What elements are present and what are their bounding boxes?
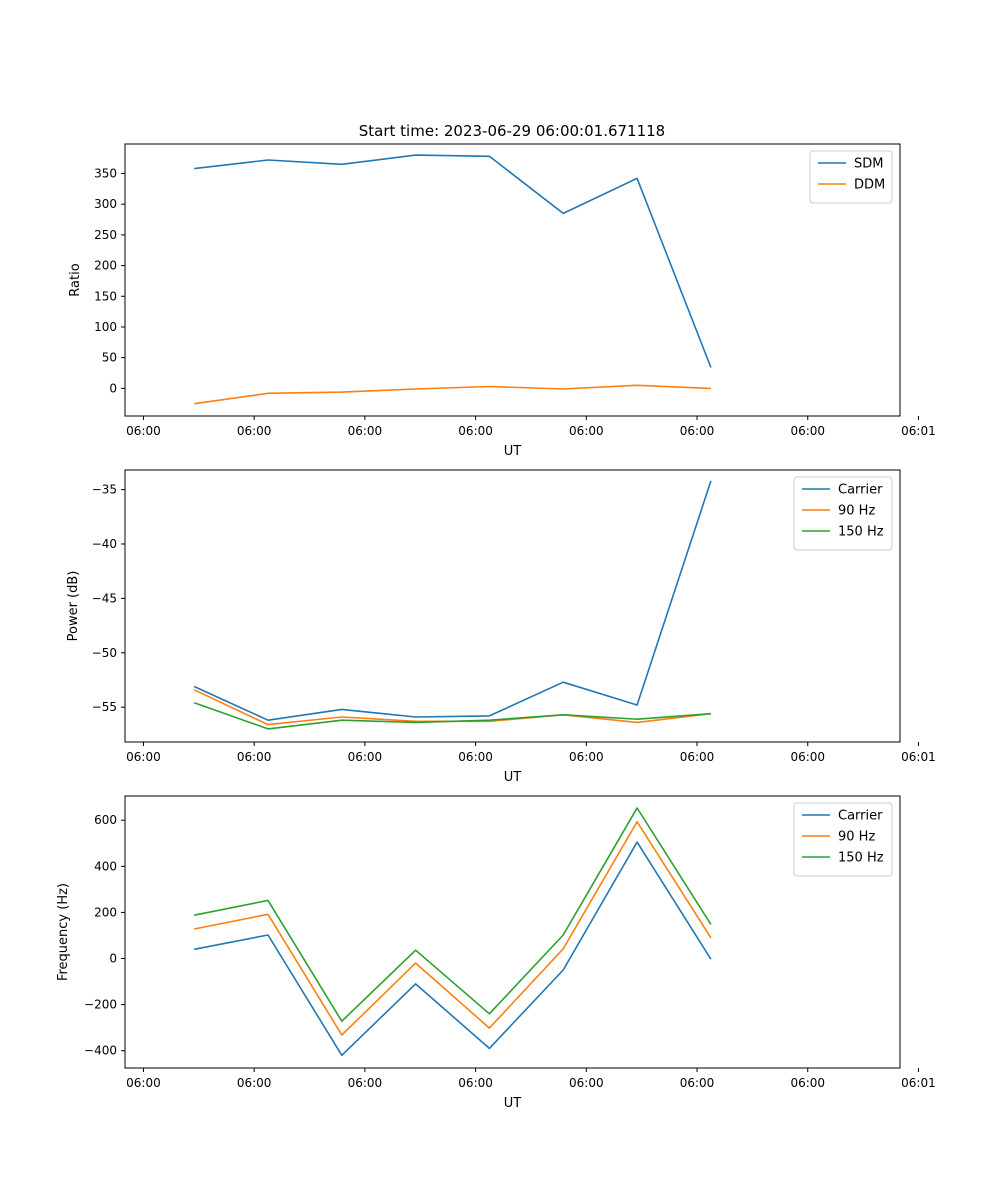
legend-box xyxy=(809,150,893,204)
y-tick-label: −50 xyxy=(92,646,117,660)
y-tick-label: −400 xyxy=(84,1044,117,1058)
legend-label: Carrier xyxy=(838,809,883,824)
x-tick-label: 06:00 xyxy=(126,1076,161,1090)
y-tick-label: 400 xyxy=(94,859,117,873)
x-tick-label: 06:00 xyxy=(790,1076,825,1090)
y-tick-label: 600 xyxy=(94,813,117,827)
series-line-150-hz xyxy=(193,702,711,730)
axes-frame xyxy=(124,469,901,743)
y-axis-label: Power (dB) xyxy=(66,571,81,642)
y-tick-label: 350 xyxy=(94,166,117,180)
x-tick-label: 06:00 xyxy=(680,750,715,764)
y-tick-label: −45 xyxy=(92,591,117,605)
x-tick-label: 06:00 xyxy=(126,750,161,764)
series-line-carrier xyxy=(193,480,712,722)
y-tick-label: 50 xyxy=(102,351,117,365)
x-tick-label: 06:00 xyxy=(680,424,715,438)
series-line-150-hz xyxy=(194,807,712,1023)
y-tick-label: −200 xyxy=(84,998,117,1012)
x-tick-label: 06:00 xyxy=(348,750,383,764)
x-tick-label: 06:01 xyxy=(901,424,936,438)
legend-label: 150 Hz xyxy=(838,525,884,540)
y-tick-label: −40 xyxy=(92,537,117,551)
x-tick-label: 06:00 xyxy=(569,750,604,764)
axes-frame xyxy=(124,795,901,1069)
series-line-90-hz xyxy=(194,820,712,1036)
x-tick-label: 06:00 xyxy=(237,1076,272,1090)
x-axis-label: UT xyxy=(504,770,522,785)
y-tick-label: −55 xyxy=(92,700,117,714)
y-tick-label: 150 xyxy=(94,289,117,303)
axes-frame xyxy=(124,143,901,417)
y-tick-label: 200 xyxy=(94,259,117,273)
y-tick-label: 0 xyxy=(109,381,117,395)
legend: SDM DDM xyxy=(809,150,893,204)
legend-label: Carrier xyxy=(838,483,883,498)
x-tick-label: 06:00 xyxy=(348,424,383,438)
x-tick-label: 06:00 xyxy=(237,424,272,438)
y-tick-label: 300 xyxy=(94,197,117,211)
x-axis-label: UT xyxy=(504,444,522,459)
legend-label: 90 Hz xyxy=(838,504,875,519)
series-line-ddm xyxy=(194,384,711,405)
x-tick-label: 06:01 xyxy=(901,750,936,764)
y-axis-label: Frequency (Hz) xyxy=(56,883,71,981)
x-tick-label: 06:00 xyxy=(458,750,493,764)
y-tick-label: 0 xyxy=(109,952,117,966)
x-tick-label: 06:00 xyxy=(126,424,161,438)
x-tick-label: 06:00 xyxy=(680,1076,715,1090)
y-axis-label: Ratio xyxy=(68,263,83,296)
chart-title: Start time: 2023-06-29 06:00:01.671118 xyxy=(359,122,665,140)
power-subplot: 06:00 06:00 06:00 06:00 06:00 06:00 06:00 06:01… xyxy=(66,469,936,785)
y-tick-label: 100 xyxy=(94,320,117,334)
x-tick-label: 06:00 xyxy=(790,424,825,438)
x-tick-label: 06:00 xyxy=(569,1076,604,1090)
x-tick-label: 06:01 xyxy=(901,1076,936,1090)
y-tick-label: 200 xyxy=(94,905,117,919)
x-axis-label: UT xyxy=(504,1096,522,1111)
y-tick-label: −35 xyxy=(92,483,117,497)
legend-label: 90 Hz xyxy=(838,830,875,845)
frequency-subplot: 06:00 06:00 06:00 06:00 06:00 06:00 06:00 06:01… xyxy=(56,795,936,1111)
legend-label: DDM xyxy=(854,178,885,193)
y-tick-label: 250 xyxy=(94,228,117,242)
legend-label: SDM xyxy=(854,157,883,172)
x-tick-label: 06:00 xyxy=(569,424,604,438)
x-tick-label: 06:00 xyxy=(237,750,272,764)
legend-label: 150 Hz xyxy=(838,851,884,866)
x-tick-label: 06:00 xyxy=(790,750,825,764)
series-line-sdm xyxy=(194,154,712,368)
legend: Carrier 90 Hz 150 Hz xyxy=(793,802,893,877)
x-tick-label: 06:00 xyxy=(458,424,493,438)
legend: Carrier 90 Hz 150 Hz xyxy=(793,476,893,551)
x-tick-label: 06:00 xyxy=(348,1076,383,1090)
x-tick-label: 06:00 xyxy=(458,1076,493,1090)
ratio-subplot: 06:00 06:00 06:00 06:00 06:00 06:00 06:00 06:01… xyxy=(68,143,936,459)
series-line-carrier xyxy=(194,841,712,1057)
